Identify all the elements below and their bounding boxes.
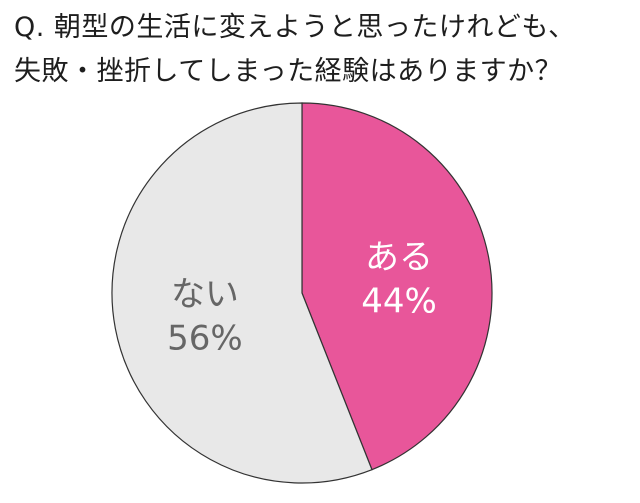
pie-slices [111,102,493,484]
slice-category-label-2: ない [171,275,239,315]
title-line-2: 失敗・挫折してしまった経験はありますか？ [14,56,563,87]
title-line-1: Q. 朝型の生活に変えようと思ったけれども、 [14,12,576,43]
slice-category-label-1: ある [365,237,433,277]
slice-value-label-1: 44% [361,281,437,321]
pie-slice-1 [301,102,493,471]
chart-title: Q. 朝型の生活に変えようと思ったけれども、 失敗・挫折してしまった経験はありま… [14,6,630,94]
slice-value-label-2: 56% [167,319,243,359]
pie-slice-2 [111,102,373,484]
